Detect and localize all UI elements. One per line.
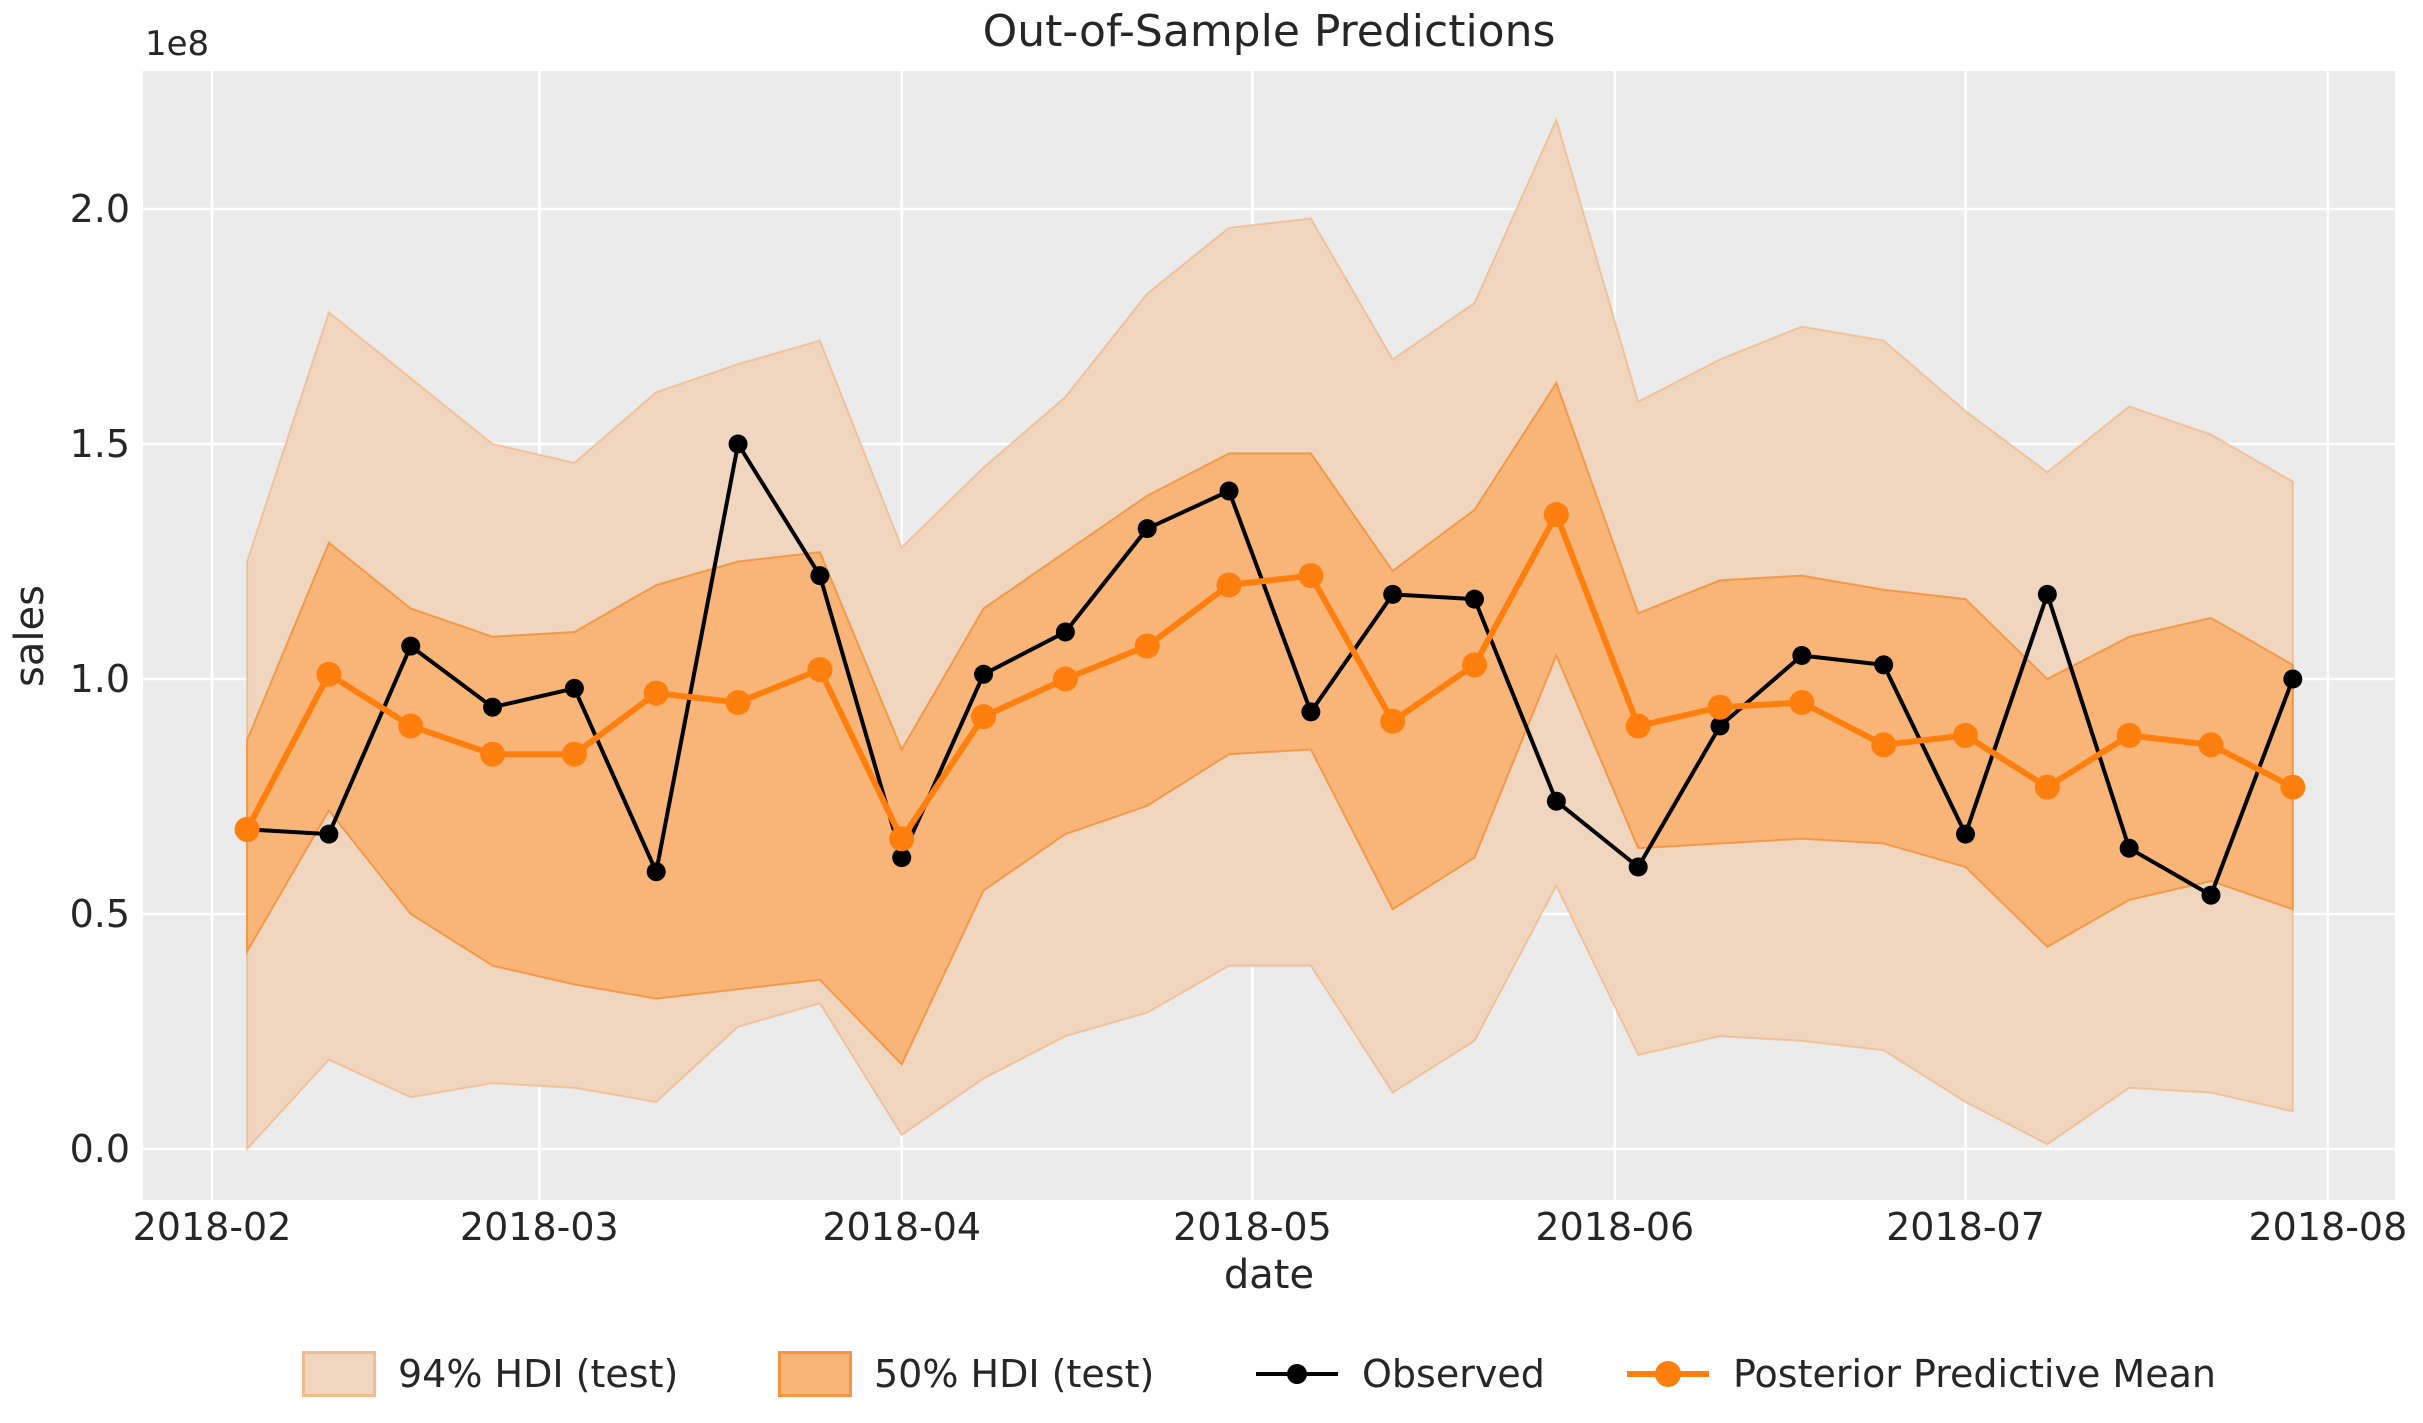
y-tick-label: 1.5 (69, 422, 130, 466)
50-hdi-swatch-icon (778, 1351, 852, 1397)
x-axis-label: date (1223, 1252, 1315, 1298)
legend-label-94-hdi: 94% HDI (test) (398, 1352, 679, 1396)
y-tick-label: 0.5 (69, 892, 130, 936)
hdi50-band (246, 380, 2294, 1067)
legend-label-50-hdi: 50% HDI (test) (874, 1352, 1155, 1396)
x-tick-label: 2018-05 (1173, 1205, 1332, 1249)
observed-line (237, 434, 2303, 905)
chart-title: Out-of-Sample Predictions (982, 6, 1556, 57)
legend-item-observed: Observed (1254, 1346, 1545, 1402)
y-axis-offset-text: 1e8 (145, 24, 210, 64)
y-tick-label: 2.0 (69, 187, 130, 231)
legend-item-94-hdi: 94% HDI (test) (302, 1346, 678, 1402)
x-tick-label: 2018-07 (1886, 1205, 2045, 1249)
mean-line (234, 502, 2306, 852)
mean-marker-icon (1627, 1361, 1709, 1387)
legend-item-mean: Posterior Predictive Mean (1625, 1346, 2216, 1402)
legend-label-observed: Observed (1362, 1352, 1545, 1396)
y-tick-label: 1.0 (69, 657, 130, 701)
legend-label-mean: Posterior Predictive Mean (1733, 1352, 2216, 1396)
x-tick-label: 2018-03 (459, 1205, 619, 1249)
94-hdi-swatch-icon (302, 1351, 376, 1397)
legend-item-50-hdi: 50% HDI (test) (778, 1346, 1154, 1402)
legend: 94% HDI (test) 50% HDI (test) Observed P… (0, 1346, 2423, 1402)
x-tick-label: 2018-02 (132, 1205, 292, 1249)
y-tick-label: 0.0 (69, 1127, 130, 1171)
x-tick-label: 2018-04 (822, 1205, 982, 1249)
x-tick-label: 2018-08 (2248, 1205, 2408, 1249)
x-tick-label: 2018-06 (1535, 1205, 1695, 1249)
observed-marker-icon (1256, 1364, 1338, 1384)
